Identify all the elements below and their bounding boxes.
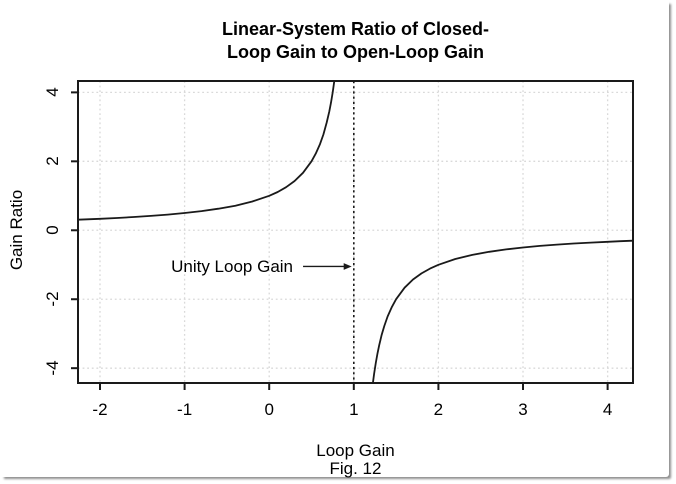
x-tick-label: 0 [264, 400, 274, 419]
plot-border [77, 80, 634, 384]
x-tick-label: 2 [433, 400, 444, 419]
x-tick-label: 3 [518, 400, 528, 419]
x-tick-label: -1 [177, 400, 193, 419]
chart-title: Linear-System Ratio of Closed- Loop Gain… [78, 18, 633, 64]
curve-left-branch [77, 80, 336, 221]
x-tick-label: -2 [92, 400, 108, 419]
x-tick-label: 4 [602, 400, 613, 419]
chart-title-line-1: Linear-System Ratio of Closed- [221, 19, 490, 39]
chart-title-line-2: Loop Gain to Open-Loop Gain [227, 42, 484, 62]
y-axis-label: Gain Ratio [7, 189, 26, 271]
annotation-arrow-head [343, 263, 352, 270]
y-tick-label: 0 [43, 225, 62, 235]
figure-caption: Fig. 12 [329, 459, 382, 478]
unity-loop-gain-annotation: Unity Loop Gain [171, 257, 293, 276]
y-tick-label: 2 [43, 156, 62, 167]
y-tick-label: 4 [43, 87, 62, 98]
y-tick-label: -4 [43, 360, 62, 376]
curve-right-branch [372, 239, 634, 384]
x-axis-label: Loop Gain [316, 441, 395, 460]
y-tick-label: -2 [43, 291, 62, 307]
image-frame: Linear-System Ratio of Closed- Loop Gain… [7, 18, 634, 478]
x-tick-label: 1 [349, 400, 359, 419]
